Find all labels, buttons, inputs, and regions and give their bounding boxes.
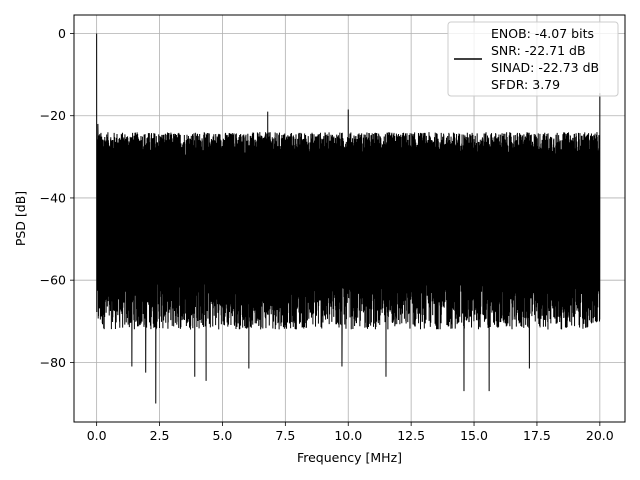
y-axis-label: PSD [dB]	[13, 191, 28, 246]
legend-entry-enob: ENOB: -4.07 bits	[491, 26, 594, 41]
legend-entry-sinad: SINAD: -22.73 dB	[491, 60, 599, 75]
x-tick-label: 10.0	[334, 428, 362, 443]
legend-entry-snr: SNR: -22.71 dB	[491, 43, 586, 58]
legend-entry-sfdr: SFDR: 3.79	[491, 77, 560, 92]
legend: ENOB: -4.07 bits SNR: -22.71 dB SINAD: -…	[447, 21, 619, 97]
y-tick-label: 0	[58, 26, 66, 41]
axes-frame	[73, 14, 626, 423]
x-tick-label: 7.5	[275, 428, 295, 443]
x-tick-label: 2.5	[150, 428, 170, 443]
y-tick-label: −20	[40, 108, 66, 123]
x-tick-label: 15.0	[460, 428, 488, 443]
noise-floor-band	[97, 160, 600, 268]
axis-ticks: 0.0 2.5 5.0 7.5 10.0 12.5 15.0 17.5 20.0 0 −20 −40 −…	[40, 26, 614, 443]
legend-box	[447, 21, 619, 97]
y-tick-label: −80	[40, 355, 66, 370]
y-tick-label: −40	[40, 190, 66, 205]
x-tick-label: 17.5	[523, 428, 551, 443]
plot-area	[96, 33, 601, 404]
x-tick-label: 5.0	[212, 428, 232, 443]
x-tick-label: 12.5	[397, 428, 425, 443]
x-axis-label: Frequency [MHz]	[297, 450, 402, 465]
x-tick-label: 20.0	[586, 428, 614, 443]
x-tick-label: 0.0	[87, 428, 107, 443]
y-tick-label: −60	[40, 273, 66, 288]
psd-series-line	[96, 33, 601, 404]
